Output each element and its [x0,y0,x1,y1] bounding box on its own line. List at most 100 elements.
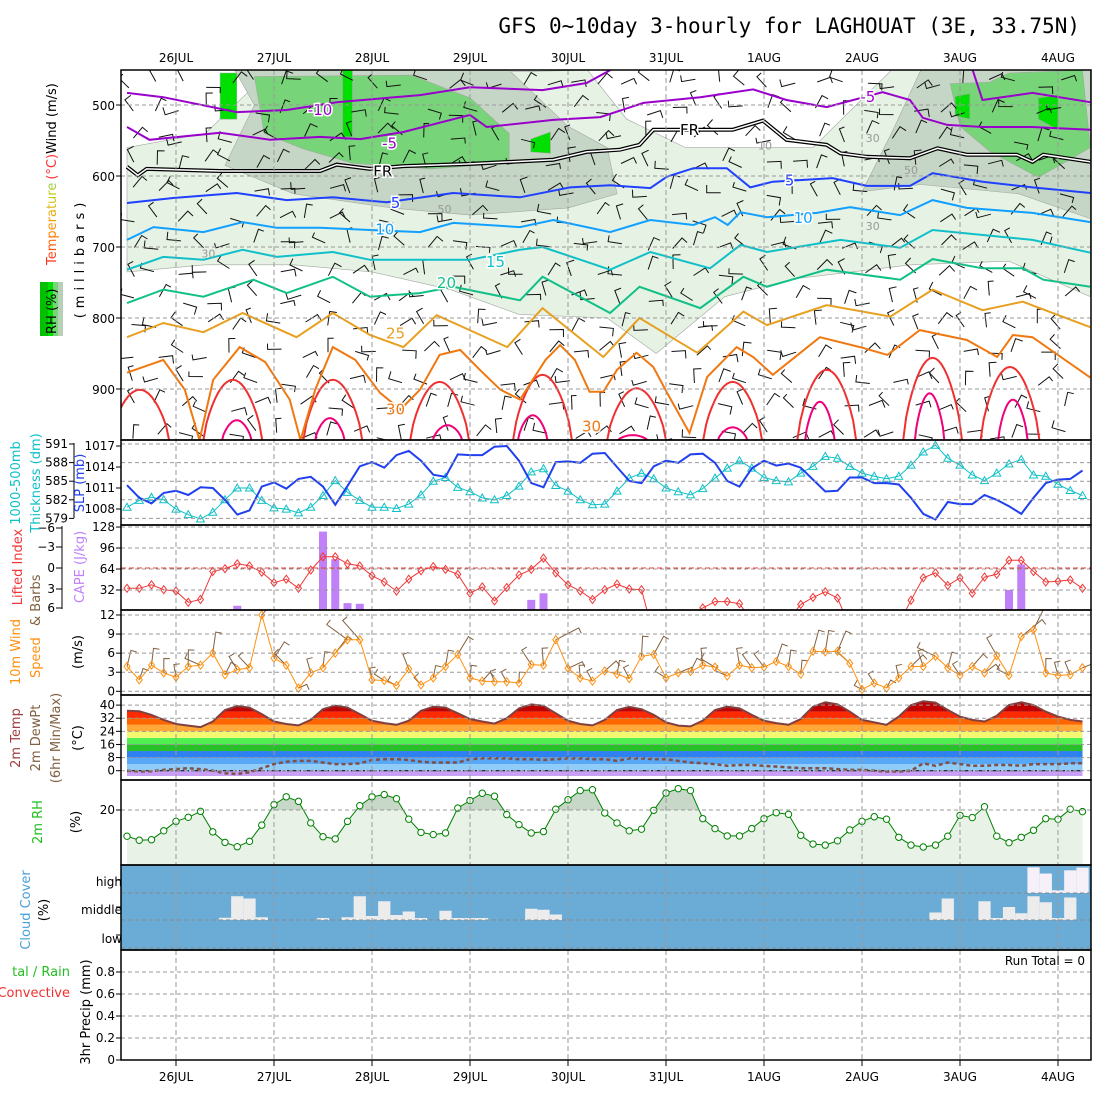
temperature-band [127,770,1083,776]
wind-barb [942,426,959,434]
wind-barb [1082,663,1091,669]
date-label-top: 26JUL [159,51,194,65]
wind-speed-point [735,660,744,671]
wind-barb [432,664,442,679]
wind-barb [931,332,940,350]
wind-barb [376,407,392,416]
wind-barb [178,432,194,440]
wind-speed-point [294,683,303,693]
wind-barb [712,288,723,304]
wind-barb [427,235,444,248]
lifted-index-point [282,574,290,585]
rh-contour-label: 30 [866,220,880,233]
wind-barb [415,307,425,325]
temperature-band [127,757,1083,765]
wind-barb [327,337,334,353]
wind-barb [614,287,622,304]
thickness-point [416,489,426,499]
wind-barb [133,234,148,248]
cloud-cover-unit: (%) [37,899,52,922]
wind-barb [654,160,669,170]
thickness-point [538,463,549,473]
rh-legend-box: RH (%) [40,282,63,336]
wind-barb [571,289,588,297]
wind-barb [142,376,159,383]
cloud-bar-middle [439,910,452,920]
wind-speed-point [196,660,205,671]
wind-speed-point [1005,670,1013,681]
thickness-point [403,499,414,508]
rh-point [441,829,450,837]
wind-speed-point [968,661,976,672]
wind-barb [979,260,993,273]
wind-barb [341,616,361,641]
cloud-row-middle: middle [81,903,122,917]
wind-speed-point [478,676,486,686]
rh-point [123,832,131,840]
wind-barb [267,343,282,350]
wind-barb [779,215,795,224]
wind-speed-point [160,668,168,678]
pressure-tick-label: 500 [92,99,115,113]
wind-barb [866,204,882,217]
lifted-index-point [980,572,989,582]
lifted-index-label: Lifted Index [11,528,26,605]
wind-barb [645,120,652,136]
wind-barb [191,264,207,273]
wind-barb [1011,183,1028,191]
wind-speed-point [209,648,217,658]
wind-barb [425,392,437,407]
wind-barb [916,79,933,89]
wind-barb [607,235,622,245]
wind-speed-point [833,646,842,657]
wind-barb [170,339,184,353]
temperature-band [127,764,1083,771]
wind-barb [555,627,582,641]
wind-barb [631,189,647,198]
wind-barb [718,70,721,82]
thickness-point [648,473,659,483]
wind-barb [693,230,704,246]
wind-barb [1040,231,1052,246]
wind-barb [951,660,961,676]
cloud-row-low: low [102,932,123,946]
wind-barb [402,651,410,670]
wind-barb [718,368,731,383]
wind-barb [158,355,174,364]
lifted-index-point [527,564,535,575]
wind-barb [275,417,282,433]
thickness-tick-label: 588 [45,456,68,470]
wind-barb [126,145,135,163]
wind-barb [133,126,149,139]
lifted-index-point [956,572,964,583]
wind-barb [895,663,903,679]
wind-barb [986,228,1001,243]
wind-barb [818,430,835,438]
wind-speed-point [282,660,290,671]
wind-barb [281,70,294,85]
lifted-index-point [625,584,633,594]
wind-speed-point [356,634,364,645]
wind-barb [768,307,777,323]
wind-barb [280,299,296,307]
temp-unit: (°C) [71,725,86,751]
rh-point [931,841,940,849]
wind-speed-point [674,668,682,678]
wind-speed-point [797,669,805,679]
wind-barb [618,391,626,408]
panel-frames [120,69,1092,1061]
wind-barb [426,434,442,440]
rh-point [331,835,339,843]
lifted-index-point [147,579,156,590]
li-cape-plot [121,531,1091,610]
wind-barb [501,102,519,113]
lifted-index-point [184,597,192,608]
wind-barb [878,108,894,116]
rh-point [637,825,646,833]
rh-point [184,813,192,821]
wind-barb [255,396,272,404]
lifted-index-point [797,599,805,610]
temp-label-2: 2m DewPt [29,705,44,772]
contour-label: 25 [386,325,405,343]
